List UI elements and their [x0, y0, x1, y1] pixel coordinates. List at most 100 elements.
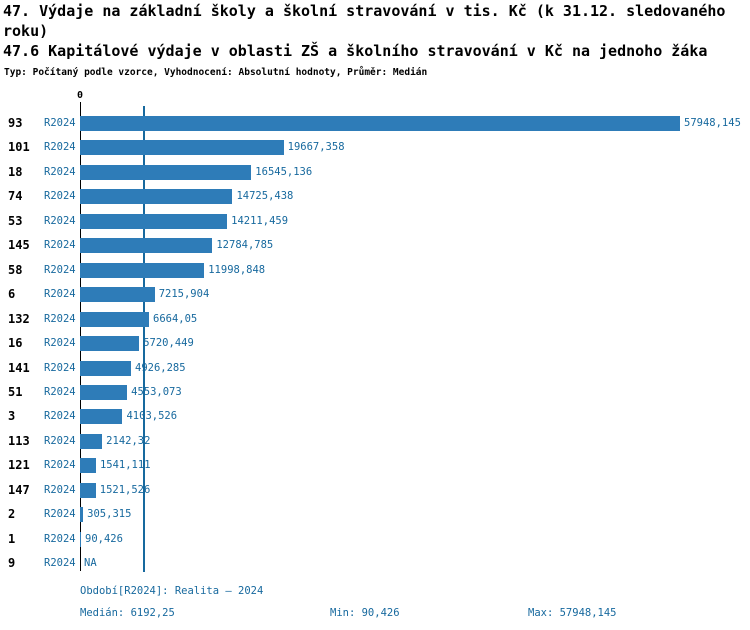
series-period-label: R2024 — [44, 483, 76, 496]
median-label: Medián: 6192,25 — [80, 607, 175, 619]
value-bar — [80, 213, 228, 229]
series-period-label: R2024 — [44, 557, 76, 570]
value-label: 5720,449 — [143, 337, 194, 350]
chart-row: 1 R2024 90,426 — [0, 531, 750, 548]
value-label: 4103,526 — [126, 410, 178, 423]
series-period-label: R2024 — [44, 337, 76, 350]
value-label: 6664,05 — [153, 312, 198, 325]
value-label: 11998,848 — [208, 263, 266, 276]
series-period-label: R2024 — [44, 312, 76, 325]
category-label: 6 — [8, 287, 16, 302]
value-bar — [80, 336, 140, 352]
category-label: 74 — [8, 189, 23, 204]
series-period-label: R2024 — [44, 434, 76, 447]
series-period-label: R2024 — [44, 165, 76, 178]
series-period-label: R2024 — [44, 459, 76, 472]
value-bar — [80, 164, 252, 180]
category-label: 16 — [8, 336, 23, 351]
period-note: Období[R2024]: Realita – 2024 — [80, 585, 264, 597]
value-label: 12784,785 — [216, 239, 274, 252]
category-label: 53 — [8, 213, 23, 228]
category-label: 1 — [8, 531, 16, 546]
value-bar — [80, 262, 205, 278]
series-period-label: R2024 — [44, 117, 76, 129]
value-bar — [80, 311, 149, 327]
category-label: 51 — [8, 384, 23, 399]
category-label: 132 — [8, 311, 30, 326]
series-period-label: R2024 — [44, 361, 76, 374]
chart-row: 147 R2024 1521,526 — [0, 482, 750, 499]
series-period-label: R2024 — [44, 214, 76, 227]
value-label: 19667,358 — [287, 141, 345, 154]
value-label: 1521,526 — [99, 483, 151, 496]
series-period-label: R2024 — [44, 190, 76, 203]
category-label: 113 — [8, 433, 30, 448]
series-period-label: R2024 — [44, 263, 76, 276]
series-period-label: R2024 — [44, 288, 76, 301]
category-label: 2 — [8, 507, 16, 522]
chart-row: 113 R2024 2142,32 — [0, 433, 750, 450]
max-label: Max: 57948,145 — [528, 607, 617, 619]
value-label: 1541,111 — [99, 459, 151, 472]
category-label: 147 — [8, 482, 30, 497]
chart-row: 53 R2024 14211,459 — [0, 213, 750, 230]
value-label: 57948,145 — [684, 117, 741, 129]
series-period-label: R2024 — [44, 508, 76, 521]
value-label: 7215,904 — [158, 288, 210, 301]
chart-row: 101 R2024 19667,358 — [0, 139, 750, 156]
series-period-label: R2024 — [44, 141, 76, 154]
value-label: 14211,459 — [231, 214, 289, 227]
value-label: 4553,073 — [131, 385, 182, 398]
median-line — [143, 106, 146, 572]
chart-row: 121 R2024 1541,111 — [0, 457, 750, 474]
series-period-label: R2024 — [44, 532, 76, 545]
value-bar — [80, 384, 128, 400]
chart-row: 18 R2024 16545,136 — [0, 164, 750, 181]
value-bar — [80, 433, 103, 449]
chart-row: 9 R2024 NA — [0, 555, 750, 572]
value-bar — [80, 458, 96, 474]
chart-row: 2 R2024 305,315 — [0, 506, 750, 523]
value-label: 14725,438 — [236, 190, 294, 203]
value-bar — [80, 409, 123, 425]
category-label: 101 — [8, 140, 30, 155]
category-label: 18 — [8, 164, 23, 179]
value-bar — [80, 531, 81, 547]
chart-row: 145 R2024 12784,785 — [0, 237, 750, 254]
value-bar — [80, 238, 213, 254]
chart-row: 74 R2024 14725,438 — [0, 188, 750, 205]
value-label: 2142,32 — [106, 434, 151, 447]
value-label: NA — [84, 557, 97, 570]
chart-row: 51 R2024 4553,073 — [0, 384, 750, 401]
chart-row: 16 R2024 5720,449 — [0, 335, 750, 352]
value-bar — [80, 482, 96, 498]
category-label: 145 — [8, 238, 30, 253]
chart-row: 132 R2024 6664,05 — [0, 311, 750, 328]
value-bar — [80, 140, 284, 156]
value-label: 4926,285 — [135, 361, 186, 374]
chart-meta-line: Typ: Počítaný podle vzorce, Vyhodnocení:… — [4, 67, 428, 78]
chart-row: 3 R2024 4103,526 — [0, 408, 750, 425]
category-label: 9 — [8, 556, 16, 571]
value-bar — [80, 116, 680, 131]
chart-subtitle: 47.6 Kapitálové výdaje v oblasti ZŠ a šk… — [3, 42, 708, 60]
min-label: Min: 90,426 — [330, 607, 400, 619]
value-bar — [80, 507, 84, 523]
value-bar — [80, 287, 155, 303]
series-period-label: R2024 — [44, 385, 76, 398]
value-label: 90,426 — [85, 532, 123, 545]
value-bar — [80, 189, 233, 205]
x-axis-zero-label: 0 — [76, 90, 84, 101]
chart-row: 93 R2024 57948,145 — [0, 115, 750, 132]
category-label: 93 — [8, 116, 23, 130]
chart-row: 6 R2024 7215,904 — [0, 286, 750, 303]
chart-row: 141 R2024 4926,285 — [0, 360, 750, 377]
value-bar — [80, 360, 131, 376]
value-label: 305,315 — [87, 508, 132, 521]
series-period-label: R2024 — [44, 239, 76, 252]
chart-title: 47. Výdaje na základní školy a školní st… — [3, 2, 726, 40]
category-label: 58 — [8, 262, 23, 277]
category-label: 141 — [8, 360, 30, 375]
series-period-label: R2024 — [44, 410, 76, 423]
